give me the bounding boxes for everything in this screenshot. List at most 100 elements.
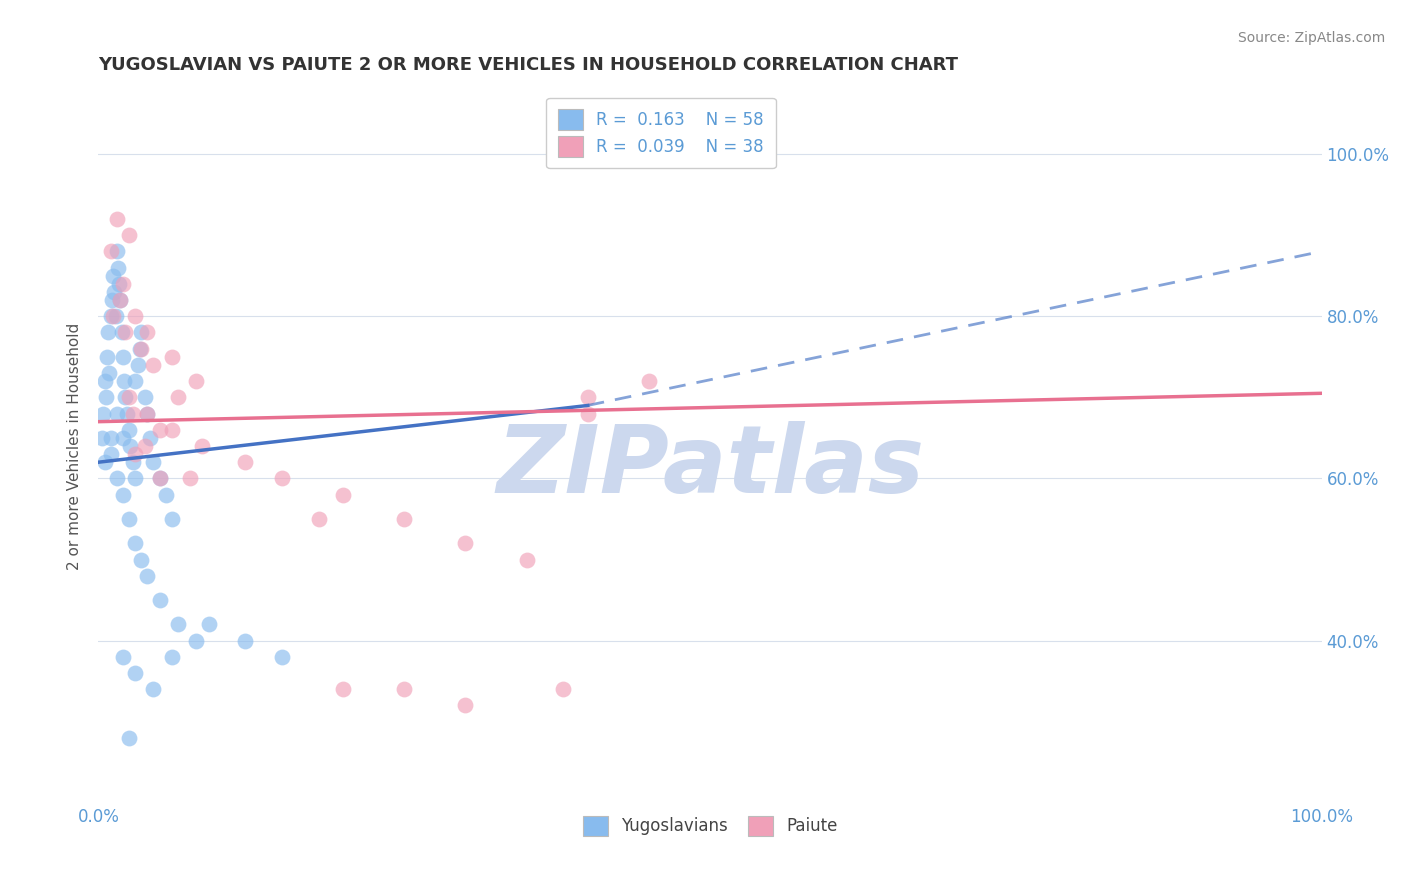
Point <box>111 488 134 502</box>
Point <box>233 455 256 469</box>
Point <box>149 423 172 437</box>
Point <box>100 447 122 461</box>
Point <box>115 407 138 421</box>
Point <box>142 455 165 469</box>
Point <box>105 211 128 226</box>
Point <box>118 390 141 404</box>
Point <box>576 390 599 404</box>
Point <box>110 293 132 307</box>
Point <box>516 552 538 566</box>
Point <box>392 512 416 526</box>
Point <box>129 326 152 340</box>
Point <box>179 471 201 485</box>
Point <box>129 342 152 356</box>
Point <box>105 471 128 485</box>
Point <box>136 568 159 582</box>
Point <box>108 277 131 291</box>
Point <box>576 407 599 421</box>
Point <box>100 431 122 445</box>
Text: YUGOSLAVIAN VS PAIUTE 2 OR MORE VEHICLES IN HOUSEHOLD CORRELATION CHART: YUGOSLAVIAN VS PAIUTE 2 OR MORE VEHICLES… <box>98 56 959 74</box>
Point <box>103 285 125 299</box>
Point <box>100 310 122 324</box>
Point <box>134 439 156 453</box>
Point <box>118 512 141 526</box>
Point <box>93 374 115 388</box>
Point <box>160 423 183 437</box>
Point <box>134 390 156 404</box>
Point <box>111 277 134 291</box>
Point <box>120 439 142 453</box>
Point <box>127 358 149 372</box>
Point <box>270 649 294 664</box>
Point <box>110 293 132 307</box>
Point <box>104 310 127 324</box>
Point <box>94 390 117 404</box>
Point <box>155 488 177 502</box>
Point <box>124 666 146 681</box>
Point <box>105 407 128 421</box>
Point <box>186 633 208 648</box>
Point <box>111 649 134 664</box>
Text: Source: ZipAtlas.com: Source: ZipAtlas.com <box>1237 31 1385 45</box>
Point <box>167 617 190 632</box>
Point <box>136 407 159 421</box>
Point <box>101 293 124 307</box>
Legend: Yugoslavians, Paiute: Yugoslavians, Paiute <box>574 807 846 845</box>
Point <box>332 682 354 697</box>
Point <box>124 447 146 461</box>
Point <box>101 310 124 324</box>
Point <box>100 244 122 259</box>
Point <box>91 407 114 421</box>
Point <box>124 374 146 388</box>
Point <box>96 350 118 364</box>
Point <box>167 390 190 404</box>
Point <box>392 682 416 697</box>
Point <box>136 407 159 421</box>
Point <box>124 536 146 550</box>
Point <box>107 260 129 275</box>
Point <box>105 244 128 259</box>
Point <box>111 326 134 340</box>
Point <box>142 682 165 697</box>
Point <box>124 471 146 485</box>
Point <box>129 552 152 566</box>
Point <box>114 326 136 340</box>
Point <box>129 342 152 356</box>
Point <box>149 471 172 485</box>
Point <box>233 633 256 648</box>
Point <box>112 374 135 388</box>
Point <box>197 617 219 632</box>
Point <box>121 407 143 421</box>
Point <box>308 512 330 526</box>
Point <box>160 512 183 526</box>
Point <box>454 536 477 550</box>
Point <box>149 471 172 485</box>
Point <box>149 593 172 607</box>
Point <box>191 439 214 453</box>
Point <box>111 350 134 364</box>
Point <box>454 698 477 713</box>
Point <box>121 455 143 469</box>
Point <box>97 326 120 340</box>
Point <box>118 731 141 745</box>
Point <box>637 374 661 388</box>
Point <box>124 310 146 324</box>
Point <box>93 455 115 469</box>
Point <box>160 649 183 664</box>
Point <box>136 326 159 340</box>
Point <box>139 431 162 445</box>
Point <box>91 431 114 445</box>
Point <box>98 366 121 380</box>
Point <box>142 358 165 372</box>
Point <box>160 350 183 364</box>
Point <box>186 374 208 388</box>
Point <box>118 423 141 437</box>
Point <box>332 488 354 502</box>
Point <box>111 431 134 445</box>
Point <box>114 390 136 404</box>
Text: ZIPatlas: ZIPatlas <box>496 421 924 514</box>
Y-axis label: 2 or more Vehicles in Household: 2 or more Vehicles in Household <box>67 322 83 570</box>
Point <box>270 471 294 485</box>
Point <box>118 228 141 243</box>
Point <box>101 268 124 283</box>
